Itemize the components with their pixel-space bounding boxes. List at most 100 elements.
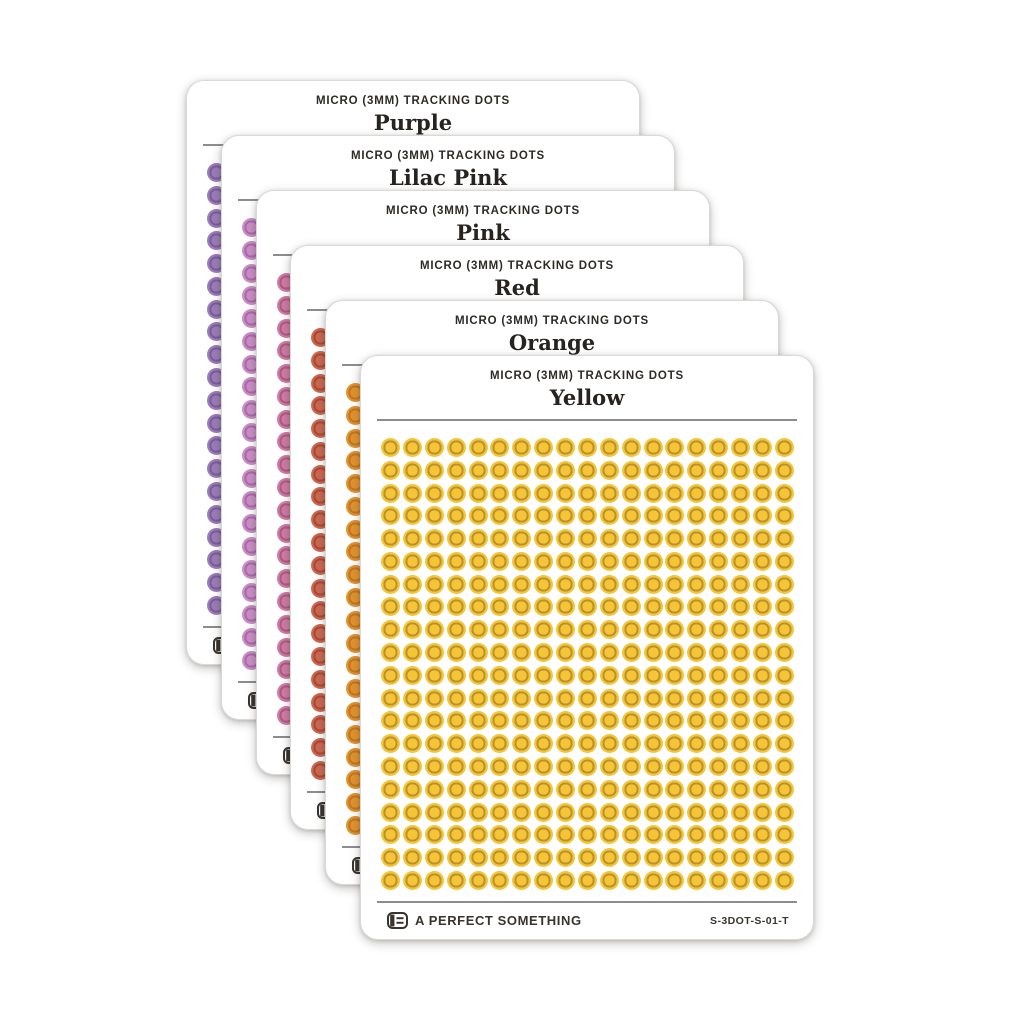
tracking-dot — [490, 483, 510, 503]
tracking-dot — [599, 529, 619, 549]
tracking-dot — [731, 620, 750, 640]
tracking-dot — [752, 506, 772, 526]
tracking-dot — [665, 460, 685, 480]
tracking-dot — [731, 551, 750, 571]
tracking-dot — [512, 506, 532, 526]
sticker-sheet-card-yellow: MICRO (3MM) TRACKING DOTS Yellow A PERFE… — [360, 355, 814, 940]
sheet-color-name: Orange — [508, 330, 596, 355]
tracking-dot — [512, 779, 532, 799]
tracking-dot — [577, 460, 597, 480]
tracking-dot — [709, 734, 729, 754]
tracking-dot — [752, 620, 772, 640]
sheet-color-name: Red — [494, 275, 540, 300]
tracking-dot — [752, 665, 772, 685]
tracking-dot — [424, 483, 444, 503]
tracking-dot — [665, 688, 685, 708]
tracking-dot — [621, 688, 641, 708]
tracking-dot — [381, 756, 400, 776]
tracking-dot — [709, 688, 729, 708]
tracking-dot — [577, 825, 597, 845]
tracking-dot — [534, 438, 554, 457]
tracking-dot — [512, 688, 532, 708]
tracking-dot — [665, 779, 685, 799]
tracking-dot — [424, 688, 444, 708]
tracking-dot — [512, 529, 532, 549]
tracking-dot — [424, 529, 444, 549]
tracking-dot — [381, 643, 400, 663]
tracking-dot — [687, 438, 707, 457]
tracking-dot — [643, 711, 663, 731]
tracking-dot — [446, 802, 466, 822]
tracking-dot — [402, 665, 422, 685]
tracking-dot — [709, 597, 729, 617]
tracking-dot — [534, 825, 554, 845]
tracking-dot — [621, 756, 641, 776]
tracking-dot — [752, 551, 772, 571]
tracking-dot — [687, 665, 707, 685]
tracking-dot — [512, 620, 532, 640]
tracking-dot — [512, 438, 532, 457]
tracking-dot — [490, 620, 510, 640]
tracking-dot — [643, 529, 663, 549]
sheet-footer: A PERFECT SOMETHING S-3DOT-S-01-T — [377, 901, 797, 929]
tracking-dot — [731, 848, 750, 868]
tracking-dot — [709, 460, 729, 480]
tracking-dot — [577, 756, 597, 776]
tracking-dot — [556, 802, 575, 822]
tracking-dot — [665, 643, 685, 663]
tracking-dot — [424, 643, 444, 663]
tracking-dot — [446, 551, 466, 571]
tracking-dot — [643, 438, 663, 457]
tracking-dot — [752, 848, 772, 868]
tracking-dot — [599, 870, 619, 890]
tracking-dot — [381, 779, 400, 799]
tracking-dot — [709, 574, 729, 594]
tracking-dot — [446, 620, 466, 640]
tracking-dot — [709, 870, 729, 890]
tracking-dot — [665, 848, 685, 868]
tracking-dot — [709, 848, 729, 868]
tracking-dot — [752, 438, 772, 457]
tracking-dot — [490, 711, 510, 731]
tracking-dot — [774, 620, 794, 640]
tracking-dot — [381, 734, 400, 754]
tracking-dot — [556, 597, 575, 617]
tracking-dot — [752, 779, 772, 799]
tracking-dot — [534, 802, 554, 822]
tracking-dot — [381, 665, 400, 685]
tracking-dot — [577, 870, 597, 890]
tracking-dot — [468, 529, 488, 549]
tracking-dot — [752, 643, 772, 663]
tracking-dot — [468, 460, 488, 480]
tracking-dot — [731, 438, 750, 457]
tracking-dot — [752, 734, 772, 754]
tracking-dot — [534, 460, 554, 480]
tracking-dot — [556, 734, 575, 754]
tracking-dot — [731, 825, 750, 845]
tracking-dot — [643, 597, 663, 617]
tracking-dot — [687, 870, 707, 890]
tracking-dot — [752, 870, 772, 890]
sheet-color-name: Yellow — [549, 385, 625, 410]
tracking-dot — [643, 574, 663, 594]
tracking-dot — [643, 779, 663, 799]
tracking-dot — [512, 551, 532, 571]
tracking-dot — [402, 848, 422, 868]
tracking-dot — [446, 574, 466, 594]
tracking-dot — [752, 460, 772, 480]
tracking-dot — [577, 597, 597, 617]
tracking-dot — [731, 756, 750, 776]
tracking-dot — [621, 665, 641, 685]
tracking-dot — [621, 620, 641, 640]
tracking-dot — [643, 825, 663, 845]
tracking-dot — [534, 483, 554, 503]
tracking-dot — [709, 620, 729, 640]
tracking-dot — [774, 529, 794, 549]
sku-code: S-3DOT-S-01-T — [710, 914, 789, 927]
tracking-dot — [599, 643, 619, 663]
tracking-dot — [687, 529, 707, 549]
tracking-dot — [446, 665, 466, 685]
tracking-dot — [468, 870, 488, 890]
tracking-dot — [621, 483, 641, 503]
tracking-dot — [556, 665, 575, 685]
